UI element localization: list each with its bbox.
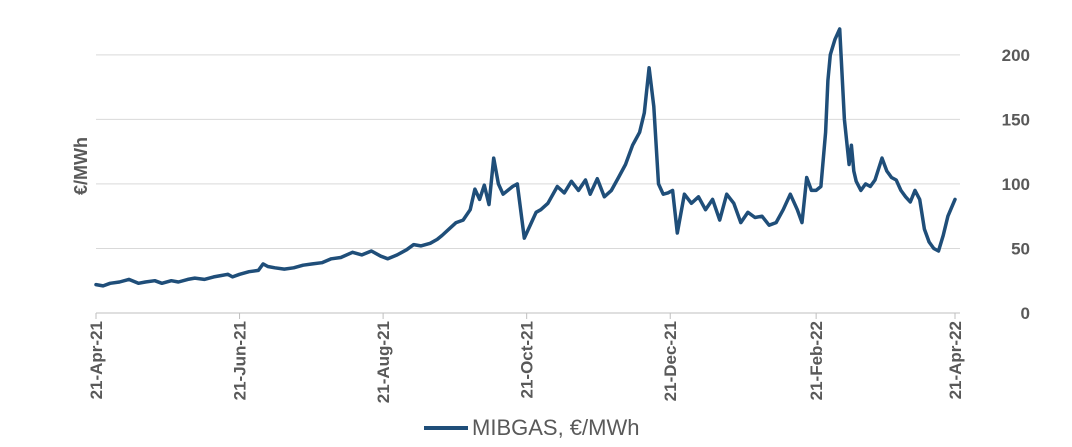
y-tick-label: 150 [1002,110,1030,129]
x-tick-label: 21-Apr-22 [946,321,965,399]
x-tick-label: 21-Apr-21 [87,321,106,399]
x-axis-ticks: 21-Apr-21 21-Jun-21 21-Aug-21 21-Oct-21 21-D… [87,313,965,403]
legend: MIBGAS, €/MWh [424,414,639,442]
y-tick-label: 100 [1002,175,1030,194]
y-axis-ticks: 0 50 100 150 200 [1002,46,1030,323]
legend-label: MIBGAS, €/MWh [472,415,640,440]
y-tick-label: 0 [1021,304,1030,323]
x-tick-label: 21-Jun-21 [231,321,250,400]
series-line-mibgas [94,27,957,288]
gridlines [96,54,960,249]
x-tick-label: 21-Aug-21 [374,321,393,403]
x-tick-label: 21-Dec-21 [661,321,680,401]
x-tick-label: 21-Oct-21 [518,321,537,398]
x-tick-label: 21-Feb-22 [807,321,826,400]
y-tick-label: 200 [1002,46,1030,65]
legend-swatch [424,426,468,430]
y-axis-label: €/MWh [71,137,91,195]
y-tick-label: 50 [1011,239,1030,258]
